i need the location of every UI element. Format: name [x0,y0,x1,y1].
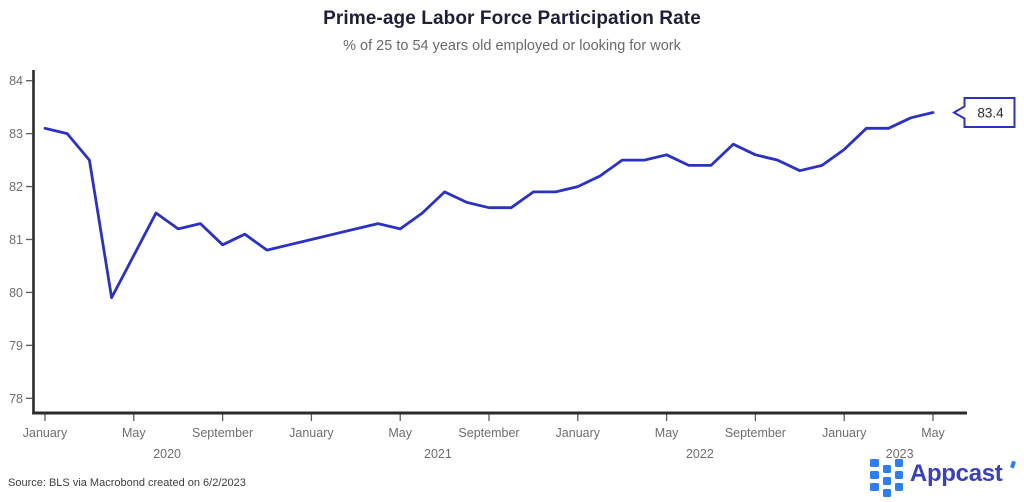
year-label: 2022 [686,447,714,461]
y-tick-label: 81 [9,233,23,247]
y-tick-label: 83 [9,127,23,141]
y-tick-label: 84 [9,74,23,88]
x-tick-label: May [388,426,412,440]
x-tick-label: May [122,426,146,440]
y-tick-label: 82 [9,180,23,194]
appcast-logo: Appcast [870,459,1015,499]
x-tick-label: January [822,426,867,440]
y-tick-label: 79 [9,339,23,353]
source-note: Source: BLS via Macrobond created on 6/2… [8,477,246,489]
x-tick-label: September [725,426,786,440]
x-tick-label: January [23,426,68,440]
chart-title: Prime-age Labor Force Participation Rate [323,8,701,29]
last-value-callout [951,96,1016,128]
y-tick-label: 78 [9,392,23,406]
year-label: 2023 [886,447,914,461]
data-line [43,111,935,300]
y-tick-label: 80 [9,286,23,300]
appcast-grid-icon [870,459,903,499]
appcast-logo-text: Appcast [909,460,1003,487]
x-tick-label: January [289,426,334,440]
x-tick-label: May [655,426,679,440]
x-tick-label: September [192,426,253,440]
chart-subtitle: % of 25 to 54 years old employed or look… [343,38,681,54]
x-tick-label: September [458,426,519,440]
callout-label: 83.4 [977,105,1004,120]
x-tick-label: January [556,426,601,440]
year-label: 2020 [153,447,181,461]
year-label: 2021 [424,447,452,461]
x-tick-label: May [921,426,945,440]
